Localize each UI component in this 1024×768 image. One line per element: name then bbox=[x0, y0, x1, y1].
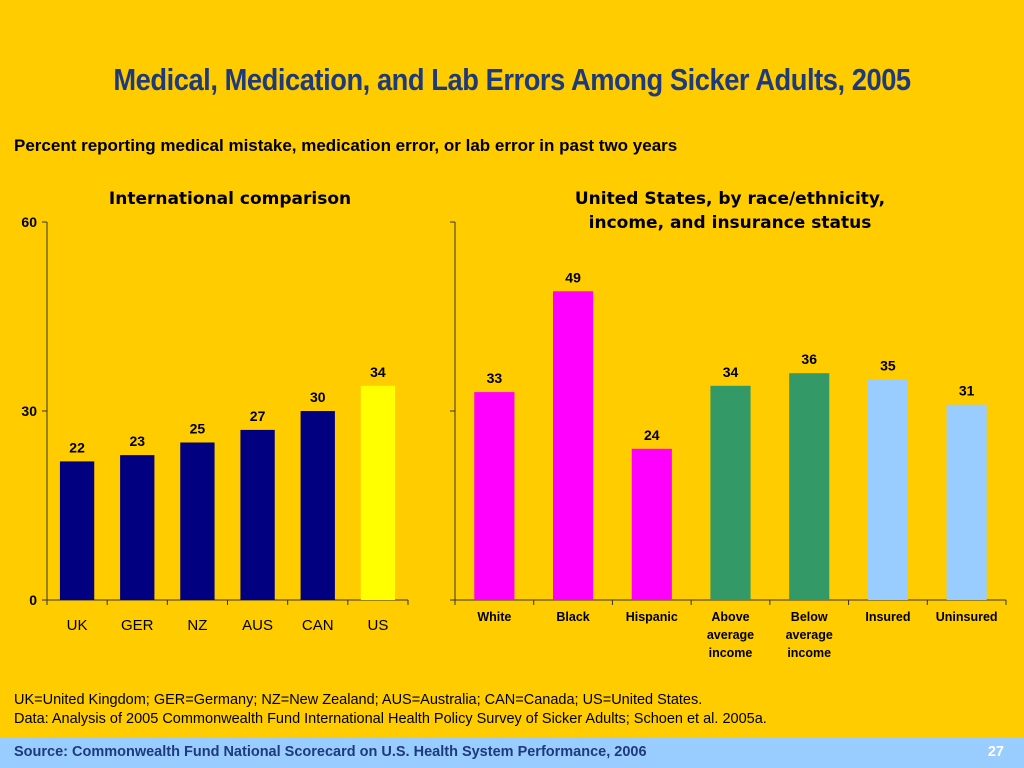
us-category-label: income bbox=[787, 646, 831, 660]
intl-y-tick-label: 30 bbox=[21, 403, 37, 419]
us-category-label: Hispanic bbox=[626, 610, 678, 624]
left-chart-title: International comparison bbox=[108, 189, 352, 209]
us-data-label: 31 bbox=[959, 383, 975, 399]
us-data-label: 36 bbox=[801, 351, 817, 367]
us-category-label: Above bbox=[711, 610, 749, 624]
us-category-label: income bbox=[709, 646, 753, 660]
intl-data-label: 34 bbox=[370, 364, 386, 380]
us-bar bbox=[474, 392, 515, 600]
intl-bar bbox=[59, 461, 95, 600]
intl-y-tick-label: 0 bbox=[29, 592, 37, 608]
footnote-data-source: Data: Analysis of 2005 Commonwealth Fund… bbox=[14, 711, 767, 727]
us-category-label: White bbox=[477, 610, 511, 624]
intl-bar bbox=[360, 385, 396, 600]
us-category-label: Black bbox=[556, 610, 589, 624]
us-data-label: 24 bbox=[644, 427, 660, 443]
footnote-abbreviations: UK=United Kingdom; GER=Germany; NZ=New Z… bbox=[14, 692, 703, 708]
intl-bar bbox=[300, 411, 335, 600]
us-data-label: 34 bbox=[723, 364, 739, 380]
us-bar bbox=[789, 373, 830, 600]
footer-source: Source: Commonwealth Fund National Score… bbox=[14, 744, 647, 760]
us-data-label: 35 bbox=[880, 358, 896, 374]
slide-subtitle: Percent reporting medical mistake, medic… bbox=[14, 136, 678, 155]
intl-bar bbox=[180, 442, 215, 600]
us-category-label: Below bbox=[791, 610, 828, 624]
intl-category-label: US bbox=[367, 617, 388, 634]
intl-bar bbox=[240, 429, 275, 600]
intl-data-label: 23 bbox=[129, 433, 145, 449]
right-chart-title: United States, by race/ethnicity, income… bbox=[470, 187, 990, 235]
footer-bar: Source: Commonwealth Fund National Score… bbox=[0, 737, 1024, 768]
intl-data-label: 27 bbox=[250, 408, 266, 424]
intl-category-label: GER bbox=[121, 617, 154, 634]
intl-category-label: AUS bbox=[242, 617, 273, 634]
us-bar bbox=[631, 448, 672, 600]
us-bar bbox=[710, 385, 751, 600]
intl-y-tick-label: 60 bbox=[21, 214, 37, 230]
us-category-label: Uninsured bbox=[936, 610, 998, 624]
intl-bar bbox=[120, 455, 155, 600]
intl-category-label: CAN bbox=[302, 617, 334, 634]
us-bar bbox=[867, 379, 909, 600]
us-bar bbox=[946, 404, 987, 600]
us-bar bbox=[552, 291, 594, 600]
right-chart-title-line-2: income, and insurance status bbox=[588, 213, 872, 233]
page-number: 27 bbox=[987, 744, 1004, 760]
us-data-label: 33 bbox=[487, 370, 503, 386]
right-chart-title-line-1: United States, by race/ethnicity, bbox=[574, 189, 886, 209]
us-category-label: average bbox=[786, 628, 833, 642]
slide-title: Medical, Medication, and Lab Errors Amon… bbox=[113, 62, 911, 97]
us-category-label: average bbox=[707, 628, 754, 642]
intl-category-label: UK bbox=[67, 617, 88, 634]
intl-data-label: 30 bbox=[310, 389, 326, 405]
us-category-label: Insured bbox=[865, 610, 910, 624]
us-data-label: 49 bbox=[565, 269, 581, 285]
intl-data-label: 25 bbox=[190, 421, 206, 437]
intl-category-label: NZ bbox=[187, 617, 207, 634]
intl-data-label: 22 bbox=[69, 439, 85, 455]
